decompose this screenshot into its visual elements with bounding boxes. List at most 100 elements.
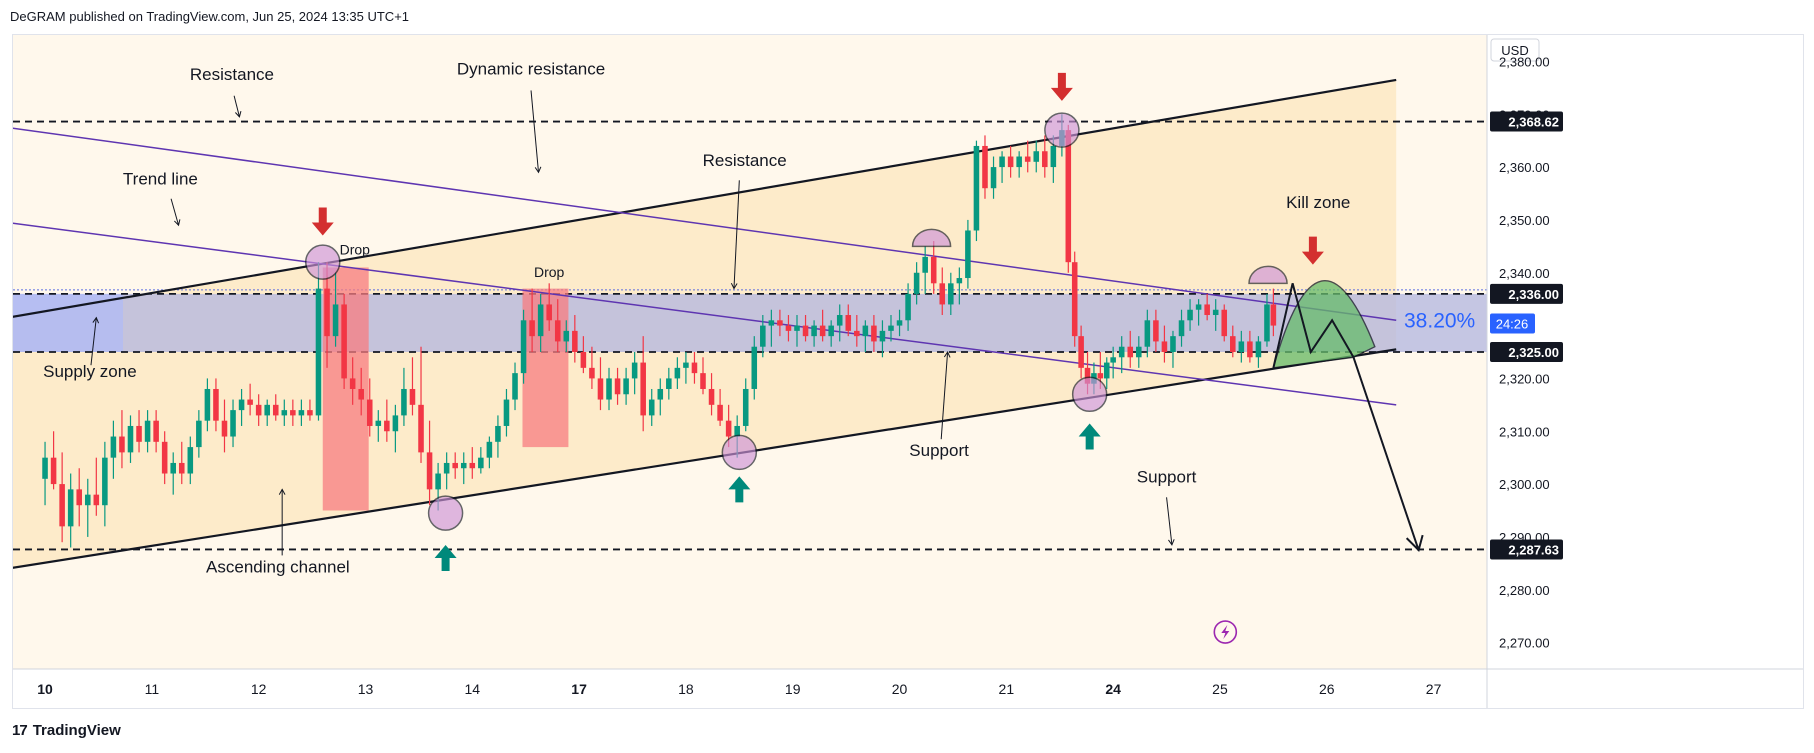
candle[interactable] bbox=[315, 262, 322, 421]
candle[interactable] bbox=[349, 357, 356, 405]
candle[interactable] bbox=[452, 452, 458, 479]
candle[interactable] bbox=[409, 357, 416, 416]
candle[interactable] bbox=[127, 415, 134, 463]
candle[interactable] bbox=[1195, 299, 1202, 326]
candle[interactable] bbox=[572, 315, 578, 363]
candle[interactable] bbox=[153, 410, 159, 453]
candle[interactable] bbox=[1065, 124, 1072, 273]
candle[interactable] bbox=[597, 357, 604, 411]
candle[interactable] bbox=[67, 473, 74, 548]
candle[interactable] bbox=[170, 452, 176, 495]
candle[interactable] bbox=[546, 283, 552, 331]
candle[interactable] bbox=[631, 352, 638, 395]
candle[interactable] bbox=[939, 267, 946, 316]
candle[interactable] bbox=[1255, 336, 1262, 368]
candle[interactable] bbox=[230, 399, 236, 448]
candle[interactable] bbox=[896, 309, 903, 337]
candle[interactable] bbox=[905, 283, 911, 331]
candle[interactable] bbox=[290, 399, 296, 426]
candle[interactable] bbox=[537, 293, 544, 352]
candle[interactable] bbox=[529, 288, 535, 352]
candle[interactable] bbox=[1136, 336, 1142, 368]
candle[interactable] bbox=[144, 410, 151, 453]
candle[interactable] bbox=[255, 394, 262, 426]
candle[interactable] bbox=[1042, 135, 1048, 178]
candle[interactable] bbox=[990, 156, 997, 199]
candle[interactable] bbox=[1110, 346, 1116, 379]
candle[interactable] bbox=[802, 315, 809, 342]
candle[interactable] bbox=[1170, 330, 1176, 368]
candle[interactable] bbox=[102, 441, 108, 527]
candle[interactable] bbox=[110, 420, 117, 479]
candle[interactable] bbox=[1127, 330, 1134, 368]
candle[interactable] bbox=[384, 399, 390, 442]
candle[interactable] bbox=[1187, 299, 1193, 331]
candle[interactable] bbox=[221, 399, 228, 453]
tradingview-footer[interactable]: 17 TradingView bbox=[12, 722, 121, 739]
candle[interactable] bbox=[512, 362, 518, 411]
candle[interactable] bbox=[794, 315, 800, 347]
candles-layer[interactable] bbox=[42, 114, 1277, 548]
candle[interactable] bbox=[93, 457, 100, 516]
candle[interactable] bbox=[272, 394, 279, 421]
candle[interactable] bbox=[443, 452, 450, 490]
candle[interactable] bbox=[862, 320, 869, 352]
candle[interactable] bbox=[1007, 145, 1014, 178]
candle[interactable] bbox=[84, 478, 91, 537]
candle[interactable] bbox=[717, 388, 723, 426]
candle[interactable] bbox=[418, 346, 424, 463]
candle[interactable] bbox=[973, 140, 980, 242]
candle[interactable] bbox=[50, 431, 57, 490]
candle[interactable] bbox=[324, 262, 330, 368]
candle[interactable] bbox=[332, 272, 339, 347]
candle[interactable] bbox=[742, 378, 749, 432]
candle[interactable] bbox=[589, 346, 595, 389]
candle[interactable] bbox=[42, 441, 48, 506]
candle[interactable] bbox=[606, 367, 612, 411]
candle[interactable] bbox=[136, 410, 142, 453]
candle[interactable] bbox=[469, 447, 476, 479]
candle[interactable] bbox=[854, 315, 860, 347]
channel-upper-line[interactable] bbox=[13, 78, 1397, 318]
candle[interactable] bbox=[59, 452, 65, 543]
price-chart[interactable]: Resistance Dynamic resistance Trend line Re… bbox=[13, 35, 1803, 708]
trend-line-1[interactable] bbox=[13, 222, 1397, 406]
candle[interactable] bbox=[119, 410, 125, 469]
candle[interactable] bbox=[213, 378, 219, 432]
candle[interactable] bbox=[460, 452, 467, 485]
candle[interactable] bbox=[375, 410, 382, 442]
candle[interactable] bbox=[401, 367, 407, 426]
candle[interactable] bbox=[563, 320, 570, 352]
candle[interactable] bbox=[965, 219, 971, 289]
candle[interactable] bbox=[1230, 325, 1236, 358]
axes-layer[interactable]: USD2,380.002,370.002,360.002,350.002,340… bbox=[13, 35, 1803, 708]
candle[interactable] bbox=[1078, 325, 1084, 379]
candle[interactable] bbox=[238, 388, 245, 426]
candle[interactable] bbox=[264, 399, 270, 426]
candle[interactable] bbox=[187, 436, 194, 485]
candle[interactable] bbox=[956, 267, 963, 305]
candle[interactable] bbox=[1144, 309, 1151, 358]
trend-line-0[interactable] bbox=[13, 127, 1397, 322]
candle[interactable] bbox=[666, 367, 672, 400]
candle[interactable] bbox=[392, 404, 399, 453]
candle[interactable] bbox=[1238, 330, 1245, 363]
candle[interactable] bbox=[708, 373, 715, 416]
candle[interactable] bbox=[982, 135, 988, 199]
candle[interactable] bbox=[1247, 330, 1253, 363]
candle[interactable] bbox=[871, 315, 877, 352]
tradingview-brand[interactable]: TradingView bbox=[32, 722, 121, 739]
candle[interactable] bbox=[683, 352, 689, 384]
candle[interactable] bbox=[520, 309, 527, 384]
candle[interactable] bbox=[948, 272, 954, 316]
candle[interactable] bbox=[700, 357, 706, 395]
candle[interactable] bbox=[503, 388, 510, 437]
candle[interactable] bbox=[913, 262, 920, 305]
candle[interactable] bbox=[751, 336, 758, 400]
candle[interactable] bbox=[1071, 251, 1078, 347]
candle[interactable] bbox=[614, 367, 621, 405]
candle[interactable] bbox=[930, 241, 937, 294]
candle[interactable] bbox=[623, 367, 629, 405]
candle[interactable] bbox=[1153, 309, 1159, 352]
candle[interactable] bbox=[486, 436, 493, 469]
